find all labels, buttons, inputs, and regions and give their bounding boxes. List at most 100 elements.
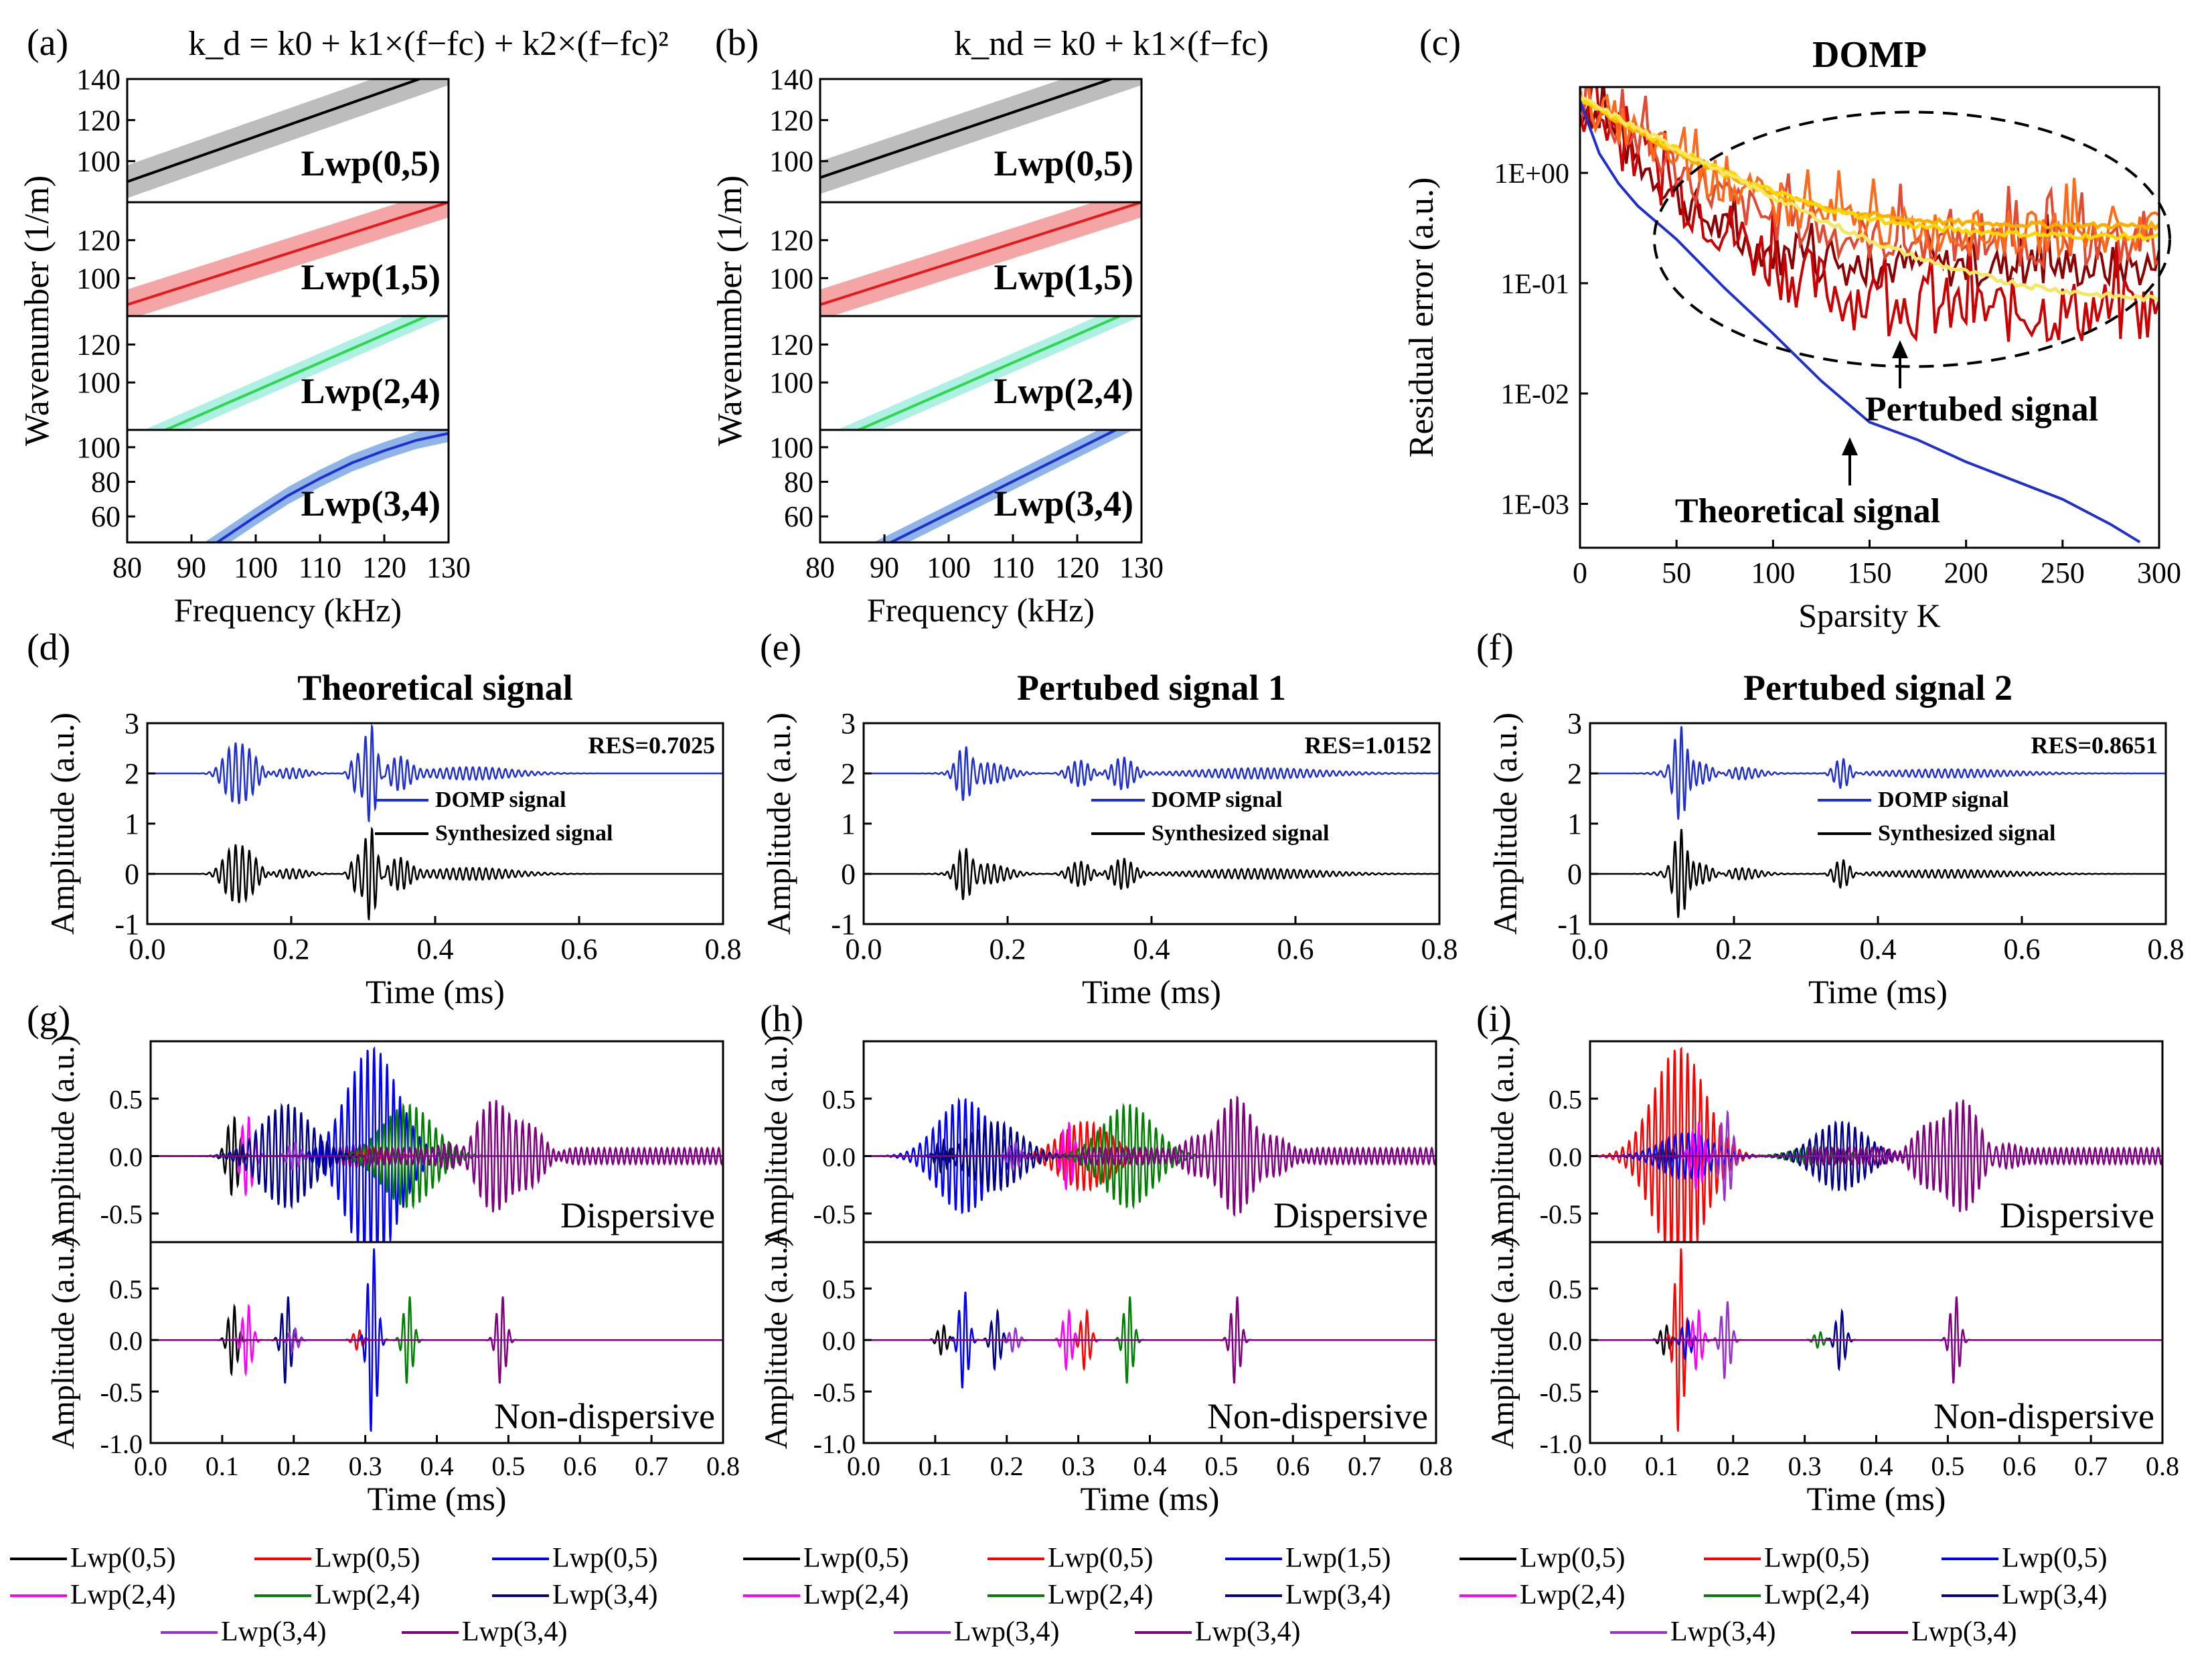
y-axis-label: Amplitude (a.u.) bbox=[759, 1035, 794, 1249]
xtick: 0.0 bbox=[847, 1451, 880, 1481]
annotation-pertubed: Pertubed signal bbox=[1865, 390, 2098, 429]
pertubed-trace bbox=[1582, 87, 2159, 260]
ytick: 0.5 bbox=[1549, 1085, 1582, 1115]
plot-i-L bbox=[1590, 1248, 2162, 1432]
ytick: 100 bbox=[769, 262, 813, 295]
ytick: 80 bbox=[784, 466, 813, 499]
plot-f bbox=[1590, 726, 2166, 918]
xtick: 90 bbox=[177, 551, 206, 584]
x-axis-label: Time (ms) bbox=[368, 1480, 507, 1517]
ytick: 120 bbox=[76, 224, 121, 257]
xtick: 0.2 bbox=[273, 933, 310, 966]
y-axis-label: Residual error (a.u.) bbox=[1403, 177, 1441, 458]
ytick: 0 bbox=[1567, 858, 1582, 891]
mode-trace bbox=[151, 1296, 723, 1384]
xtick: 0.8 bbox=[705, 933, 742, 966]
curve-b-3 bbox=[888, 430, 1119, 542]
pertubed-trace bbox=[1580, 94, 2159, 232]
xtick: 0.1 bbox=[919, 1451, 952, 1481]
y-axis-label: Wavenumber (1/m) bbox=[711, 175, 749, 446]
xtick: 0.8 bbox=[1419, 1451, 1453, 1481]
frame-b-3 bbox=[819, 429, 1143, 544]
ytick: -1 bbox=[1557, 908, 1582, 941]
ytick: 0.5 bbox=[109, 1274, 143, 1304]
subplot-a-2 bbox=[127, 316, 449, 430]
legend-label: Lwp(3,4) bbox=[2002, 1580, 2107, 1610]
y-axis-label: Amplitude (a.u.) bbox=[1486, 712, 1524, 935]
curve-a-3 bbox=[214, 432, 449, 542]
panel-title-c: DOMP bbox=[1812, 34, 1927, 76]
ytick: -0.5 bbox=[1540, 1377, 1582, 1408]
x-axis-label: Sparsity K bbox=[1798, 597, 1941, 634]
plot-g-L bbox=[151, 1248, 723, 1432]
legend-label: Lwp(0,5) bbox=[803, 1543, 908, 1574]
subplot-label: Dispersive bbox=[1273, 1195, 1428, 1235]
xtick: 0.6 bbox=[563, 1451, 597, 1481]
xtick: 0.0 bbox=[129, 933, 166, 966]
legend-label: Lwp(0,5) bbox=[552, 1543, 657, 1574]
xtick: 130 bbox=[1119, 551, 1164, 584]
xtick: 110 bbox=[299, 551, 341, 584]
xtick: 0 bbox=[1573, 556, 1587, 589]
ytick: 120 bbox=[769, 224, 813, 257]
curve-b-0 bbox=[820, 79, 1115, 179]
panel-label-b: (b) bbox=[715, 22, 759, 64]
ytick: 100 bbox=[769, 145, 813, 178]
xtick: 120 bbox=[1055, 551, 1099, 584]
ytick: 120 bbox=[76, 329, 121, 362]
ytick: 1 bbox=[841, 808, 856, 840]
pertubed-trace bbox=[1580, 96, 2159, 303]
ytick: -0.5 bbox=[1540, 1199, 1582, 1229]
signal-0 bbox=[147, 723, 723, 823]
subplot-label: Lwp(1,5) bbox=[301, 257, 441, 297]
ytick: 80 bbox=[91, 466, 121, 499]
ytick: 0.0 bbox=[1549, 1142, 1582, 1172]
panel-title-d: Theoretical signal bbox=[297, 668, 573, 708]
theoretical-trace bbox=[1580, 100, 2141, 544]
xtick: 300 bbox=[2137, 556, 2181, 589]
subplot-label: Dispersive bbox=[560, 1195, 715, 1235]
subplot-label: Lwp(3,4) bbox=[301, 483, 441, 524]
xtick: 0.4 bbox=[417, 933, 454, 966]
y-axis-label: Amplitude (a.u.) bbox=[46, 1035, 81, 1249]
xtick: 0.5 bbox=[491, 1451, 525, 1481]
legend-label: Lwp(2,4) bbox=[803, 1580, 908, 1610]
ytick: 140 bbox=[769, 63, 813, 96]
y-axis-label: Amplitude (a.u.) bbox=[44, 712, 81, 935]
subplot-label: Lwp(1,5) bbox=[994, 257, 1133, 297]
y-axis-label: Amplitude (a.u.) bbox=[760, 712, 797, 935]
xtick: 0.6 bbox=[2002, 1451, 2036, 1481]
subplot-label: Lwp(0,5) bbox=[301, 143, 441, 183]
panel-title-f: Pertubed signal 2 bbox=[1743, 668, 2012, 708]
subplot-label: Non-dispersive bbox=[494, 1396, 715, 1436]
x-axis-label: Time (ms) bbox=[1808, 973, 1948, 1010]
subplot-label: Non-dispersive bbox=[1933, 1396, 2154, 1436]
xtick: 80 bbox=[112, 551, 142, 584]
xtick: 0.4 bbox=[1860, 933, 1897, 966]
subplot-b-1 bbox=[820, 202, 1141, 316]
ytick: 60 bbox=[784, 500, 813, 533]
xtick: 0.2 bbox=[990, 933, 1026, 966]
ytick: 0 bbox=[841, 858, 856, 891]
x-axis-label: Time (ms) bbox=[1081, 1480, 1220, 1517]
ytick: 0.5 bbox=[822, 1085, 856, 1115]
ytick: 3 bbox=[1567, 707, 1582, 740]
legend-label: Lwp(3,4) bbox=[1911, 1616, 2017, 1647]
xtick: 0.4 bbox=[420, 1451, 454, 1481]
legend-label: Lwp(2,4) bbox=[70, 1580, 175, 1610]
band-b-0 bbox=[820, 79, 1141, 194]
xtick: 110 bbox=[992, 551, 1034, 584]
subplot-b-3 bbox=[820, 430, 1133, 542]
ytick: -1 bbox=[114, 908, 139, 941]
xtick: 0.7 bbox=[1348, 1451, 1381, 1481]
panel-label-f: (f) bbox=[1476, 627, 1514, 668]
x-axis-label: Frequency (kHz) bbox=[867, 591, 1095, 629]
xtick: 0.1 bbox=[206, 1451, 239, 1481]
band-a-1 bbox=[127, 202, 449, 316]
x-axis-label: Frequency (kHz) bbox=[174, 591, 402, 629]
mode-trace bbox=[864, 1296, 1436, 1384]
xtick: 0.3 bbox=[1062, 1451, 1095, 1481]
ytick: 0 bbox=[125, 858, 139, 891]
legend-label: Synthesized signal bbox=[435, 821, 613, 846]
y-axis-label: Amplitude (a.u.) bbox=[46, 1236, 81, 1450]
